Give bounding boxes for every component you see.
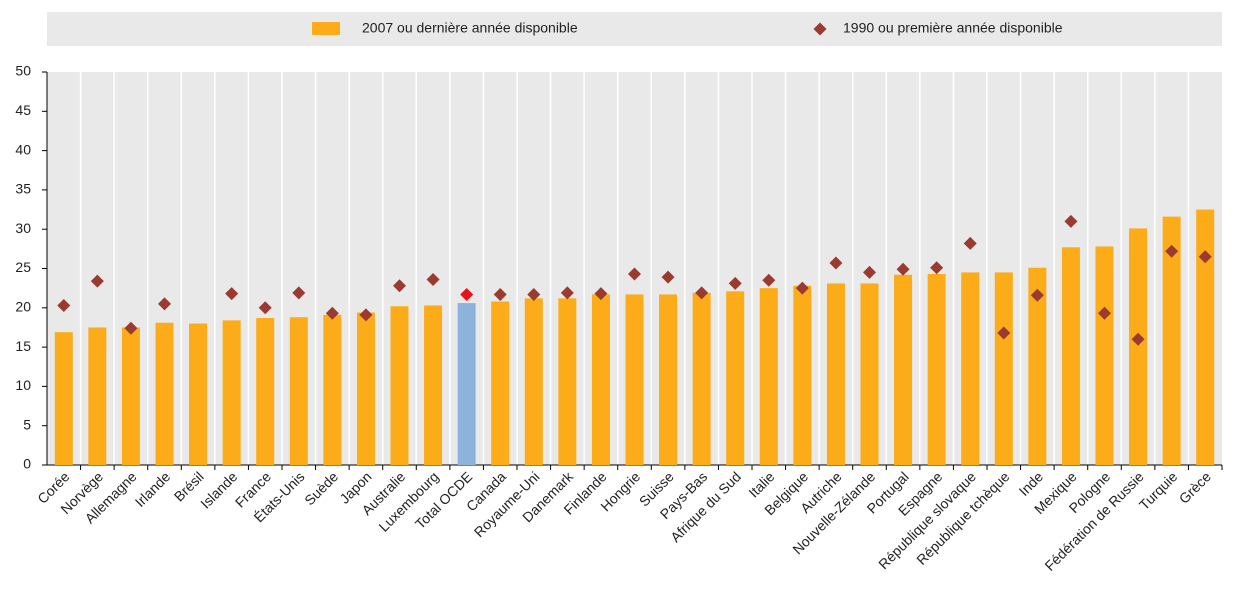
diamond-marker — [795, 281, 809, 295]
diamond-marker — [90, 274, 104, 288]
x-tick-label: Suède — [301, 468, 341, 508]
diamond-marker — [560, 286, 574, 300]
diamond-marker — [1030, 288, 1044, 302]
diamond-marker — [1131, 332, 1145, 346]
diamond-marker — [57, 298, 71, 312]
bar — [323, 314, 342, 465]
y-tick-label: 25 — [15, 259, 31, 275]
bar — [424, 305, 443, 465]
y-tick-label: 5 — [23, 416, 31, 432]
y-tick-label: 45 — [15, 102, 31, 118]
diamond-marker — [628, 267, 641, 281]
diamond-marker — [762, 273, 776, 287]
diamond-marker — [829, 256, 843, 270]
bar — [591, 294, 610, 465]
bar — [726, 291, 745, 465]
diamond-marker — [1198, 250, 1212, 264]
bar — [256, 318, 275, 465]
diamond-marker — [124, 321, 138, 335]
diamond-marker — [460, 287, 474, 301]
bar — [222, 320, 241, 465]
bar — [457, 303, 476, 465]
diamond-marker — [896, 262, 910, 276]
bar — [189, 323, 208, 465]
diamond-marker — [1098, 306, 1111, 320]
y-tick-label: 0 — [23, 456, 31, 472]
legend-label: 2007 ou dernière année disponible — [362, 20, 578, 36]
bar — [289, 317, 308, 465]
diamond-marker — [258, 301, 272, 315]
bar — [692, 292, 711, 465]
diamond-marker — [1165, 244, 1179, 258]
diamond-marker — [594, 287, 608, 301]
bar — [1028, 267, 1047, 465]
bar — [1095, 246, 1114, 465]
diamond-marker — [728, 276, 742, 290]
diamond-marker — [158, 297, 171, 311]
diamond-marker — [393, 279, 406, 293]
bar — [1129, 228, 1148, 465]
bar — [994, 272, 1013, 465]
diamond-marker — [661, 270, 675, 284]
diamond-marker — [359, 308, 373, 322]
y-tick-label: 35 — [15, 181, 31, 197]
bar — [155, 322, 174, 465]
legend-swatch — [813, 22, 827, 36]
diamond-marker — [863, 265, 876, 279]
bar — [625, 294, 644, 465]
diamond-marker — [292, 286, 306, 300]
diamond-marker — [997, 326, 1011, 340]
legend-label: 1990 ou première année disponible — [843, 20, 1063, 36]
bar — [54, 332, 73, 465]
y-tick-label: 15 — [15, 338, 31, 354]
diamond-marker — [963, 236, 977, 250]
y-tick-label: 10 — [15, 377, 31, 393]
y-tick-label: 30 — [15, 220, 31, 236]
bar — [793, 285, 812, 465]
bar — [1162, 216, 1181, 465]
diamond-marker — [493, 287, 507, 301]
x-tick-label: Turquie — [1136, 468, 1181, 513]
bar — [961, 272, 980, 465]
bar — [524, 298, 543, 465]
bar — [390, 306, 409, 465]
diamond-marker — [325, 306, 339, 320]
bar — [1061, 247, 1080, 465]
bar — [759, 288, 778, 465]
bar — [356, 312, 375, 465]
y-tick-label: 20 — [15, 299, 31, 315]
bar — [491, 301, 510, 465]
bar — [88, 327, 107, 465]
bar — [558, 298, 577, 465]
x-tick-label: Irlande — [132, 468, 174, 510]
bar — [927, 274, 946, 465]
bar — [659, 294, 678, 465]
diamond-marker — [426, 273, 440, 287]
legend-swatch — [312, 22, 340, 35]
bar — [894, 274, 913, 465]
y-tick-label: 40 — [15, 141, 31, 157]
diamond-marker — [527, 287, 541, 301]
bar — [121, 327, 140, 465]
bar — [860, 283, 879, 465]
x-tick-label: Grèce — [1176, 468, 1214, 506]
bar — [826, 283, 845, 465]
x-tick-label: Islande — [197, 468, 240, 511]
bar — [1196, 209, 1215, 465]
diamond-marker — [695, 286, 709, 300]
legend-box — [47, 12, 1222, 46]
diamond-marker — [930, 261, 944, 275]
y-tick-label: 50 — [15, 63, 31, 79]
diamond-marker — [1064, 214, 1078, 228]
diamond-marker — [225, 287, 239, 301]
